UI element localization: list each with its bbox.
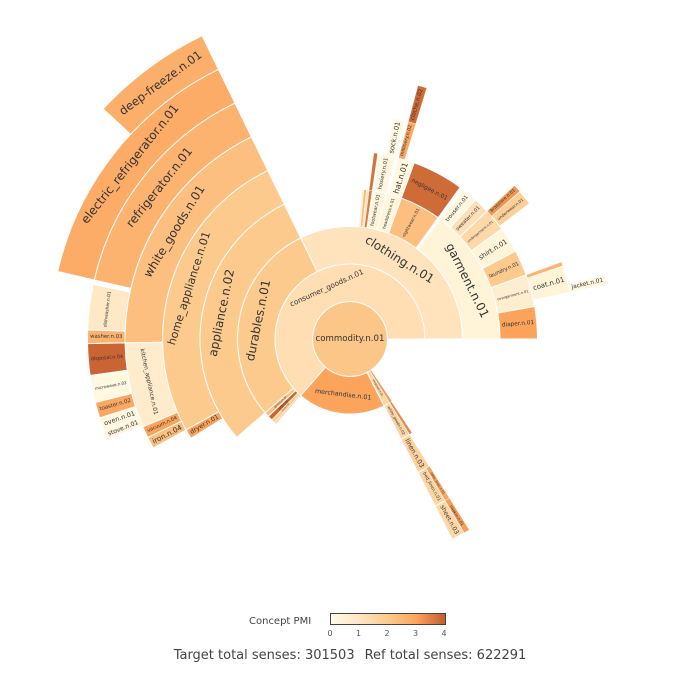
footer-stats: Target total senses: 301503 Ref total sen…: [0, 648, 700, 663]
sector-unlabeled[interactable]: [389, 401, 413, 435]
sector-dryer-n-01[interactable]: [185, 411, 224, 440]
sector-label: microwave.n.02: [94, 380, 127, 391]
sector-label: diaper.n.01: [502, 320, 535, 329]
ref-total-senses: Ref total senses: 622291: [364, 648, 527, 663]
target-total-senses: Target total senses: 301503: [173, 648, 355, 663]
colorbar-tick: 0: [327, 629, 333, 638]
sector-sock-n-01[interactable]: [385, 117, 406, 158]
sector-label: disposal.n.04: [91, 354, 124, 363]
colorbar-tick: 2: [384, 629, 390, 638]
colorbar-tick: 1: [355, 629, 362, 638]
sector-label: washer.n.03: [90, 334, 122, 340]
sector-label: stock.n.02: [281, 402, 291, 412]
colorbar-tick: 3: [412, 629, 419, 638]
sector-trouser-n-01[interactable]: [439, 188, 477, 229]
sector-jacket-n-01[interactable]: [568, 275, 608, 293]
colorbar-tick: 4: [441, 629, 447, 638]
sector-cloche-n-02[interactable]: [407, 85, 427, 125]
sector-deep-freeze-n-01[interactable]: [102, 34, 220, 136]
colorbar: [330, 613, 446, 625]
sector-unlabeled[interactable]: [358, 189, 365, 228]
sector-napkin-n-01[interactable]: [444, 497, 470, 534]
sector-stove-n-01[interactable]: [103, 417, 143, 440]
sector-label: jacket.n.01: [570, 278, 604, 291]
colorbar-title: Concept PMI: [249, 616, 312, 627]
sector-hat-n-01[interactable]: [388, 157, 415, 199]
sector-label: commodity.n.01: [316, 334, 385, 344]
sector-label: refill.n.02: [277, 399, 289, 411]
sector-label: dishwasher.n.01: [102, 291, 112, 328]
